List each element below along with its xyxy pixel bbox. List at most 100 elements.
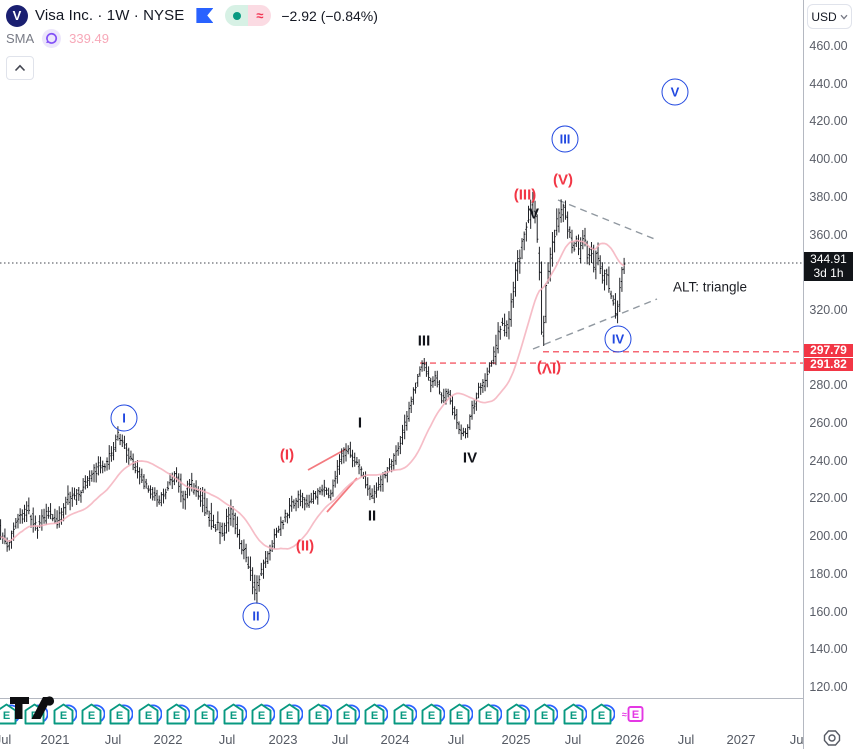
elliott-wave-label[interactable]: II xyxy=(242,602,270,630)
svg-text:E: E xyxy=(116,710,123,722)
price-tick-label: 120.00 xyxy=(809,679,848,694)
svg-text:E: E xyxy=(258,710,265,722)
channel-trendline xyxy=(307,448,347,471)
svg-text:E: E xyxy=(541,710,548,722)
price-tick-label: 460.00 xyxy=(809,39,848,54)
time-tick-label: Jul xyxy=(447,732,465,747)
elliott-wave-label[interactable]: V xyxy=(528,205,540,223)
price-change-text: −2.92 (−0.84%) xyxy=(281,7,378,24)
market-status-pill[interactable]: ≈ xyxy=(225,5,272,26)
current-price-tag: 344.91 3d 1h xyxy=(804,252,853,281)
chevron-up-icon xyxy=(14,64,26,72)
price-tick-label: 280.00 xyxy=(809,378,848,393)
elliott-wave-label[interactable]: III xyxy=(417,332,431,350)
price-tick-label: 320.00 xyxy=(809,302,848,317)
price-tick-label: 160.00 xyxy=(809,604,848,619)
time-tick-label: Jul xyxy=(218,732,236,747)
svg-text:E: E xyxy=(513,710,520,722)
earnings-marker[interactable]: E xyxy=(194,703,219,725)
svg-text:E: E xyxy=(3,710,10,722)
price-level-tag: 291.82 xyxy=(804,358,853,371)
bar-countdown: 3d 1h xyxy=(813,265,844,280)
earnings-marker[interactable]: E xyxy=(223,703,248,725)
svg-text:E: E xyxy=(428,710,435,722)
time-tick-label: 2021 xyxy=(40,732,70,747)
svg-text:E: E xyxy=(201,710,208,722)
collapse-legend-button[interactable] xyxy=(6,56,34,80)
earnings-marker[interactable]: E xyxy=(109,703,134,725)
svg-text:E: E xyxy=(570,710,577,722)
earnings-marker[interactable]: E xyxy=(449,703,474,725)
elliott-wave-label[interactable]: I xyxy=(357,414,363,432)
elliott-wave-label[interactable]: IV xyxy=(462,449,478,467)
ohlc-bars xyxy=(0,191,626,604)
earnings-marker[interactable]: E xyxy=(138,703,163,725)
tradingview-logo[interactable] xyxy=(8,694,56,721)
earnings-marker[interactable]: E xyxy=(53,703,78,725)
time-tick-label: Jul xyxy=(564,732,582,747)
symbol-row: V Visa Inc. · 1W · NYSE ≈ −2.92 (−0.84%) xyxy=(6,4,378,27)
price-tick-label: 180.00 xyxy=(809,566,848,581)
earnings-marker[interactable]: E xyxy=(478,703,503,725)
triangle-trendline xyxy=(532,298,658,350)
svg-text:E: E xyxy=(632,709,639,721)
svg-text:E: E xyxy=(400,710,407,722)
earnings-marker[interactable]: E xyxy=(81,703,106,725)
time-tick-label: Jul xyxy=(789,732,803,747)
elliott-wave-label[interactable]: (I) xyxy=(279,446,295,464)
price-chart-pane[interactable]: I II III IV V (I) (II) (III) (V) (IV) I II III IV V ALT… xyxy=(0,0,803,698)
svg-text:E: E xyxy=(230,710,237,722)
svg-text:E: E xyxy=(371,710,378,722)
chart-legend: V Visa Inc. · 1W · NYSE ≈ −2.92 (−0.84%)… xyxy=(6,4,378,80)
earnings-marker[interactable]: E xyxy=(534,703,559,725)
svg-text:E: E xyxy=(173,710,180,722)
svg-text:E: E xyxy=(456,710,463,722)
elliott-wave-label[interactable]: V xyxy=(661,78,689,106)
time-tick-label: Jul xyxy=(331,732,349,747)
elliott-wave-label[interactable]: (IV) xyxy=(536,359,562,377)
triangle-trendline xyxy=(557,199,658,241)
price-chart-canvas[interactable] xyxy=(0,0,803,698)
svg-text:E: E xyxy=(598,710,605,722)
time-tick-label: 2027 xyxy=(726,732,756,747)
price-tick-label: 400.00 xyxy=(809,152,848,167)
elliott-wave-label[interactable]: (II) xyxy=(295,537,315,555)
visa-logo-icon: V xyxy=(6,4,28,27)
elliott-wave-label[interactable]: III xyxy=(551,125,579,153)
channel-trendline xyxy=(326,477,358,513)
time-tick-label: Jul xyxy=(104,732,122,747)
earnings-marker[interactable]: E xyxy=(393,703,418,725)
earnings-marker[interactable]: E xyxy=(421,703,446,725)
flag-icon[interactable] xyxy=(196,8,214,23)
axis-settings-gear-icon[interactable] xyxy=(822,729,842,747)
earnings-marker[interactable]: E xyxy=(251,703,276,725)
elliott-wave-label[interactable]: (III) xyxy=(513,186,537,204)
elliott-wave-label[interactable]: (V) xyxy=(553,171,573,189)
svg-text:E: E xyxy=(88,710,95,722)
time-axis[interactable]: E E E E E E E E E E E E E xyxy=(0,698,803,749)
price-axis[interactable]: USD 460.00 440.00 420.00 400.00 380.00 360.00… xyxy=(803,0,853,749)
elliott-wave-label[interactable]: IV xyxy=(604,325,632,353)
currency-selector-button[interactable]: USD xyxy=(807,4,852,29)
time-tick-label: 2025 xyxy=(501,732,531,747)
estimated-earnings-marker[interactable]: ≈ E xyxy=(621,703,645,725)
earnings-marker[interactable]: E xyxy=(506,703,531,725)
indicator-row[interactable]: SMA 339.49 xyxy=(6,27,378,50)
earnings-marker[interactable]: E xyxy=(308,703,333,725)
symbol-title[interactable]: Visa Inc. · 1W · NYSE xyxy=(35,7,185,24)
price-tick-label: 440.00 xyxy=(809,76,848,91)
earnings-marker[interactable]: E xyxy=(166,703,191,725)
elliott-wave-label[interactable]: II xyxy=(367,507,377,525)
indicator-name[interactable]: SMA xyxy=(6,31,35,46)
earnings-marker[interactable]: E xyxy=(364,703,389,725)
approx-price-indicator: ≈ xyxy=(248,5,272,26)
svg-text:≈: ≈ xyxy=(622,710,627,720)
earnings-marker[interactable]: E xyxy=(336,703,361,725)
earnings-marker[interactable]: E xyxy=(279,703,304,725)
earnings-marker[interactable]: E xyxy=(591,703,616,725)
chart-note-text[interactable]: ALT: triangle xyxy=(672,279,748,295)
earnings-marker[interactable]: E xyxy=(563,703,588,725)
current-price-value: 344.91 xyxy=(810,252,847,266)
time-tick-label: 2022 xyxy=(153,732,183,747)
elliott-wave-label[interactable]: I xyxy=(110,404,138,432)
